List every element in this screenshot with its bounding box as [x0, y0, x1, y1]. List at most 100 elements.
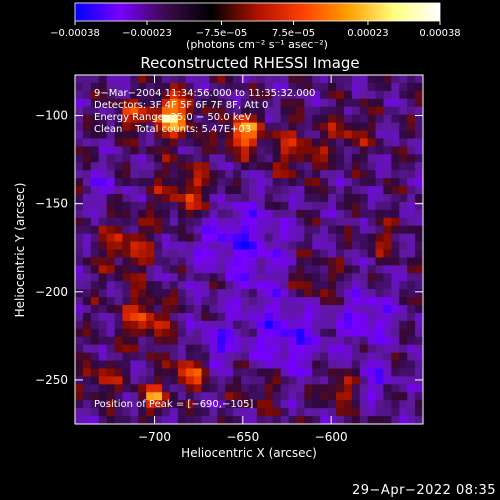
heatmap-cell	[256, 392, 266, 401]
heatmap-cell	[256, 384, 266, 393]
heatmap-cell	[130, 162, 139, 171]
heatmap-cell	[407, 122, 416, 132]
heatmap-cell	[343, 360, 353, 370]
heatmap-cell	[328, 82, 337, 92]
heatmap-cell	[201, 400, 211, 409]
heatmap-cell	[304, 265, 313, 274]
peak-position-label: Position of Peak = [−690,−105]	[94, 399, 253, 410]
heatmap-cell	[90, 305, 100, 314]
heatmap-cell	[320, 217, 329, 227]
heatmap-cell	[90, 336, 100, 346]
heatmap-cell	[114, 297, 124, 306]
heatmap-cell	[98, 360, 108, 370]
heatmap-cell	[75, 225, 84, 235]
heatmap-cell	[162, 336, 171, 346]
heatmap-cell	[375, 408, 385, 417]
heatmap-cell	[169, 416, 179, 424]
heatmap-cell	[320, 146, 329, 155]
heatmap-cell	[146, 146, 155, 155]
heatmap-cell	[288, 376, 298, 385]
heatmap-cell	[375, 368, 385, 378]
heatmap-cell	[122, 400, 131, 409]
heatmap-cell	[375, 90, 385, 100]
heatmap-cell	[225, 106, 234, 116]
heatmap-cell	[122, 186, 131, 195]
heatmap-cell	[225, 265, 234, 274]
heatmap-cell	[280, 217, 290, 227]
heatmap-cell	[185, 241, 195, 251]
heatmap-cell	[98, 400, 108, 409]
heatmap-cell	[90, 201, 100, 211]
heatmap-cell	[193, 162, 203, 171]
heatmap-cell	[407, 106, 416, 116]
heatmap-cell	[249, 384, 258, 393]
heatmap-cell	[343, 249, 353, 259]
heatmap-cell	[375, 289, 385, 298]
heatmap-cell	[304, 138, 313, 147]
heatmap-cell	[415, 273, 423, 282]
heatmap-cell	[367, 360, 377, 370]
heatmap-cell	[193, 312, 203, 322]
heatmap-cell	[249, 170, 258, 179]
heatmap-cell	[75, 376, 84, 385]
heatmap-cell	[320, 209, 329, 219]
heatmap-cell	[359, 209, 369, 219]
heatmap-cell	[90, 146, 100, 155]
heatmap-cell	[114, 217, 124, 227]
heatmap-cell	[391, 368, 400, 378]
heatmap-cell	[138, 257, 147, 266]
heatmap-cell	[375, 106, 385, 116]
heatmap-cell	[280, 289, 290, 298]
heatmap-cell	[264, 106, 274, 116]
heatmap-cell	[82, 162, 92, 171]
counts-label: Clean Total counts: 5.47E+03	[94, 124, 251, 135]
heatmap-cell	[351, 209, 361, 219]
heatmap-cell	[320, 336, 329, 346]
heatmap-cell	[407, 368, 416, 378]
heatmap-cell	[98, 249, 108, 259]
heatmap-cell	[177, 209, 187, 219]
heatmap-cell	[351, 154, 361, 163]
heatmap-cell	[264, 305, 274, 314]
heatmap-cell	[122, 98, 131, 108]
heatmap-cell	[391, 138, 400, 147]
heatmap-cell	[75, 265, 84, 274]
heatmap-cell	[256, 297, 266, 306]
heatmap-cell	[328, 201, 337, 211]
heatmap-cell	[343, 162, 353, 171]
heatmap-cell	[375, 400, 385, 409]
heatmap-cell	[217, 186, 226, 195]
heatmap-cell	[415, 209, 423, 219]
heatmap-cell	[288, 138, 298, 147]
heatmap-cell	[209, 312, 218, 322]
heatmap-cell	[312, 225, 321, 235]
heatmap-cell	[296, 225, 305, 235]
heatmap-cell	[280, 273, 290, 282]
heatmap-cell	[217, 217, 226, 227]
heatmap-cell	[288, 297, 298, 306]
heatmap-cell	[201, 162, 211, 171]
heatmap-cell	[407, 130, 416, 140]
heatmap-cell	[280, 130, 290, 140]
heatmap-cell	[367, 201, 377, 211]
heatmap-cell	[264, 344, 274, 354]
heatmap-cell	[177, 233, 187, 243]
heatmap-cell	[75, 352, 84, 362]
heatmap-cell	[138, 336, 147, 346]
heatmap-cell	[169, 106, 179, 116]
heatmap-cell	[130, 130, 139, 140]
heatmap-cell	[114, 138, 124, 147]
heatmap-cell	[177, 114, 187, 124]
heatmap-cell	[98, 352, 108, 362]
heatmap-cell	[201, 170, 211, 179]
heatmap-cell	[146, 90, 155, 100]
heatmap-cell	[343, 392, 353, 401]
heatmap-cell	[225, 416, 234, 424]
heatmap-cell	[241, 130, 250, 140]
heatmap-cell	[256, 257, 266, 266]
heatmap-cell	[82, 312, 92, 322]
heatmap-cell	[146, 257, 155, 266]
heatmap-cell	[154, 408, 163, 417]
heatmap-cell	[146, 344, 155, 354]
heatmap-cell	[75, 82, 84, 92]
